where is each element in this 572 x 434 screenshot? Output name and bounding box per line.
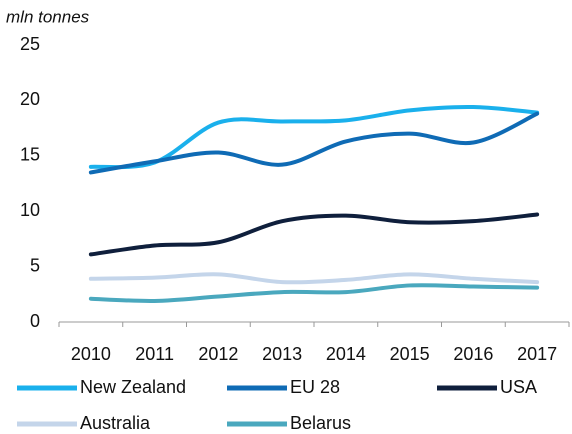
legend-label: Australia — [80, 413, 151, 433]
x-tick-label: 2017 — [517, 344, 557, 364]
legend-label: EU 28 — [290, 377, 340, 397]
y-tick-label: 20 — [20, 89, 40, 109]
line-series — [88, 212, 540, 257]
line-series — [88, 104, 540, 170]
legend-label: Belarus — [290, 413, 351, 433]
x-tick-label: 2011 — [135, 344, 174, 364]
y-tick-label: 10 — [20, 200, 40, 220]
x-tick-label: 2013 — [262, 344, 302, 364]
x-tick-label: 2015 — [390, 344, 430, 364]
y-tick-label: 15 — [20, 145, 40, 165]
line-series — [88, 111, 540, 175]
y-tick-label: 0 — [30, 311, 40, 331]
legend-label: New Zealand — [80, 377, 186, 397]
y-axis-label: mln tonnes — [6, 7, 90, 26]
x-tick-label: 2012 — [198, 344, 238, 364]
legend-label: USA — [500, 377, 537, 397]
x-tick-label: 2016 — [453, 344, 493, 364]
y-tick-label: 5 — [30, 255, 40, 275]
x-tick-label: 2010 — [71, 344, 111, 364]
y-tick-label: 25 — [20, 34, 40, 54]
line-series — [88, 283, 540, 303]
line-series — [88, 272, 540, 285]
x-tick-label: 2014 — [326, 344, 366, 364]
